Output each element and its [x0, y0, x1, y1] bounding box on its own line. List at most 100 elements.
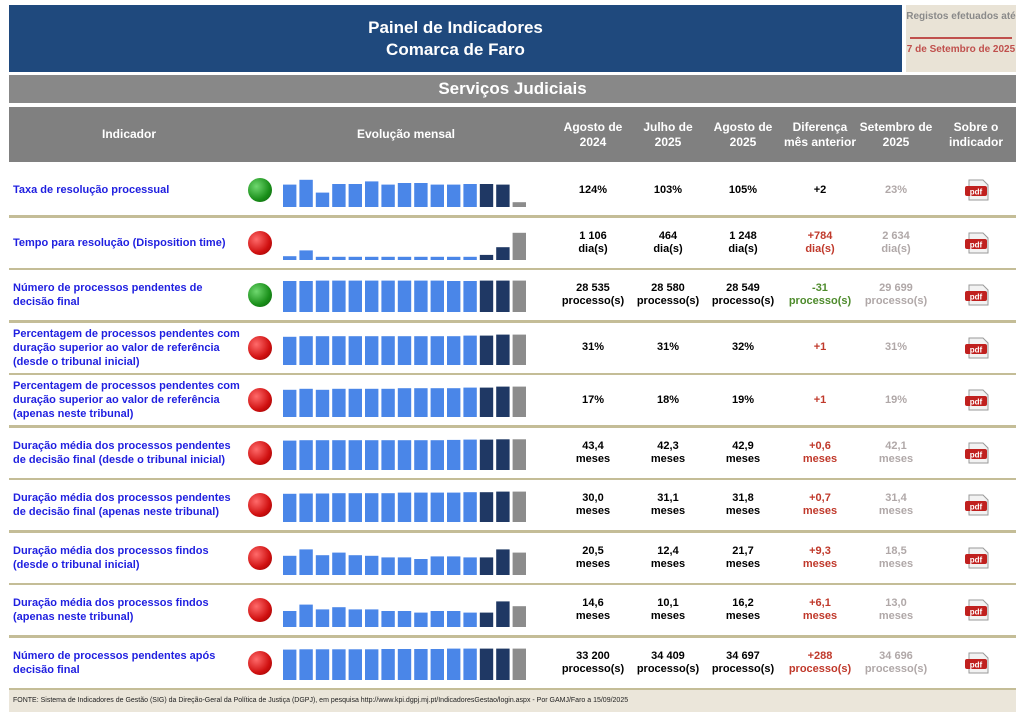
pdf-icon[interactable]: pdf — [963, 651, 991, 675]
spark-bar — [512, 552, 526, 575]
spark-bar — [315, 335, 330, 365]
spark-bar — [397, 280, 412, 312]
spark-bar — [479, 556, 494, 575]
spark-bar — [397, 492, 412, 522]
value-agosto-2024: 14,6 meses — [575, 597, 611, 622]
spark-bar — [512, 386, 526, 417]
value-agosto-2024: 17% — [581, 393, 605, 406]
spark-bar — [283, 255, 297, 260]
spark-bar — [512, 334, 526, 365]
value-agosto-2024: 124% — [578, 183, 608, 196]
svg-text:pdf: pdf — [970, 345, 983, 354]
spark-bar — [283, 611, 297, 627]
spark-bar — [283, 493, 297, 522]
spark-bar — [463, 612, 477, 627]
registos-divider — [910, 37, 1012, 39]
indicator-label: Número de processos pendentes de decisão… — [13, 282, 203, 308]
spark-bar — [414, 439, 428, 470]
spark-bar — [430, 555, 444, 575]
spark-bar — [512, 648, 526, 680]
spark-bar — [463, 281, 477, 312]
spark-bar — [332, 280, 346, 312]
spark-bar — [283, 555, 297, 575]
table-row: Duração média dos processos findos (desd… — [9, 532, 1016, 583]
col-julho-2025: Julho de 2025 — [643, 119, 693, 149]
spark-bar — [463, 648, 477, 680]
spark-bar — [332, 493, 346, 522]
value-julho-2025: 42,3 meses — [650, 439, 686, 465]
spark-bar — [283, 336, 297, 365]
pdf-icon[interactable]: pdf — [963, 441, 991, 465]
pdf-icon[interactable]: pdf — [963, 493, 991, 517]
spark-bar — [299, 179, 313, 207]
spark-bar — [315, 439, 330, 470]
spark-bar — [496, 246, 510, 260]
pdf-icon[interactable]: pdf — [963, 336, 991, 360]
spark-bar — [479, 612, 494, 627]
spark-bar — [381, 611, 395, 627]
spark-bar — [332, 388, 346, 417]
status-light-icon — [248, 545, 272, 570]
value-setembro-2025: 19% — [884, 393, 908, 406]
value-agosto-2024: 43,4 meses — [575, 439, 611, 465]
spark-bar — [479, 492, 494, 522]
spark-bar — [496, 648, 510, 680]
spark-bar — [348, 256, 362, 260]
sparkline-chart — [283, 232, 526, 260]
spark-bar — [430, 184, 444, 207]
table-row: Duração média dos processos pendentes de… — [9, 480, 1016, 530]
spark-bar — [479, 280, 494, 312]
value-diferenca: +0,7 meses — [802, 492, 838, 517]
value-julho-2025: 10,1 meses — [650, 597, 686, 622]
spark-bar — [496, 280, 510, 312]
registos-date: 7 de Setembro de 2025 — [906, 44, 1016, 55]
pdf-icon[interactable]: pdf — [963, 598, 991, 622]
spark-bar — [332, 335, 346, 365]
spark-bar — [397, 648, 412, 680]
svg-text:pdf: pdf — [970, 608, 983, 617]
panel-header: Painel de Indicadores Comarca de Faro — [9, 5, 902, 72]
spark-bar — [430, 611, 444, 627]
indicator-label: Número de processos pendentes após decis… — [13, 649, 216, 676]
spark-bar — [348, 554, 362, 575]
value-agosto-2024: 33 200 processo(s) — [561, 649, 625, 675]
value-julho-2025: 31,1 meses — [650, 492, 686, 517]
indicator-label: Percentagem de processos pendentes com d… — [13, 380, 240, 420]
pdf-icon[interactable]: pdf — [963, 283, 991, 307]
spark-bar — [430, 256, 444, 260]
col-indicador: Indicador — [101, 127, 156, 141]
value-setembro-2025: 18,5 meses — [878, 544, 914, 570]
spark-bar — [315, 256, 330, 260]
pdf-icon[interactable]: pdf — [963, 546, 991, 570]
status-light-icon — [248, 598, 272, 622]
indicator-label: Percentagem de processos pendentes com d… — [13, 327, 240, 368]
sparkline-chart — [283, 648, 526, 680]
row-divider — [9, 215, 1016, 218]
spark-bar — [397, 335, 412, 365]
spark-bar — [332, 552, 346, 575]
spark-bar — [381, 256, 395, 260]
panel-title: Painel de Indicadores — [368, 18, 543, 37]
value-setembro-2025: 34 696 processo(s) — [864, 649, 928, 675]
spark-bar — [414, 492, 428, 522]
pdf-icon[interactable]: pdf — [963, 388, 991, 412]
pdf-icon[interactable]: pdf — [963, 231, 991, 255]
svg-text:pdf: pdf — [970, 398, 983, 407]
spark-bar — [299, 249, 313, 260]
row-divider — [9, 635, 1016, 638]
spark-bar — [512, 202, 526, 207]
spark-bar — [348, 609, 362, 627]
svg-text:pdf: pdf — [970, 503, 983, 512]
spark-bar — [447, 492, 461, 522]
spark-bar — [496, 334, 510, 365]
spark-bar — [496, 438, 510, 470]
sparkline-chart — [283, 548, 526, 575]
value-julho-2025: 28 580 processo(s) — [636, 282, 700, 307]
spark-bar — [479, 387, 494, 417]
spark-bar — [299, 281, 313, 312]
spark-bar — [512, 438, 526, 470]
pdf-icon[interactable]: pdf — [963, 178, 991, 202]
spark-bar — [348, 439, 362, 470]
sparkline-chart — [283, 179, 526, 207]
spark-bar — [430, 335, 444, 365]
